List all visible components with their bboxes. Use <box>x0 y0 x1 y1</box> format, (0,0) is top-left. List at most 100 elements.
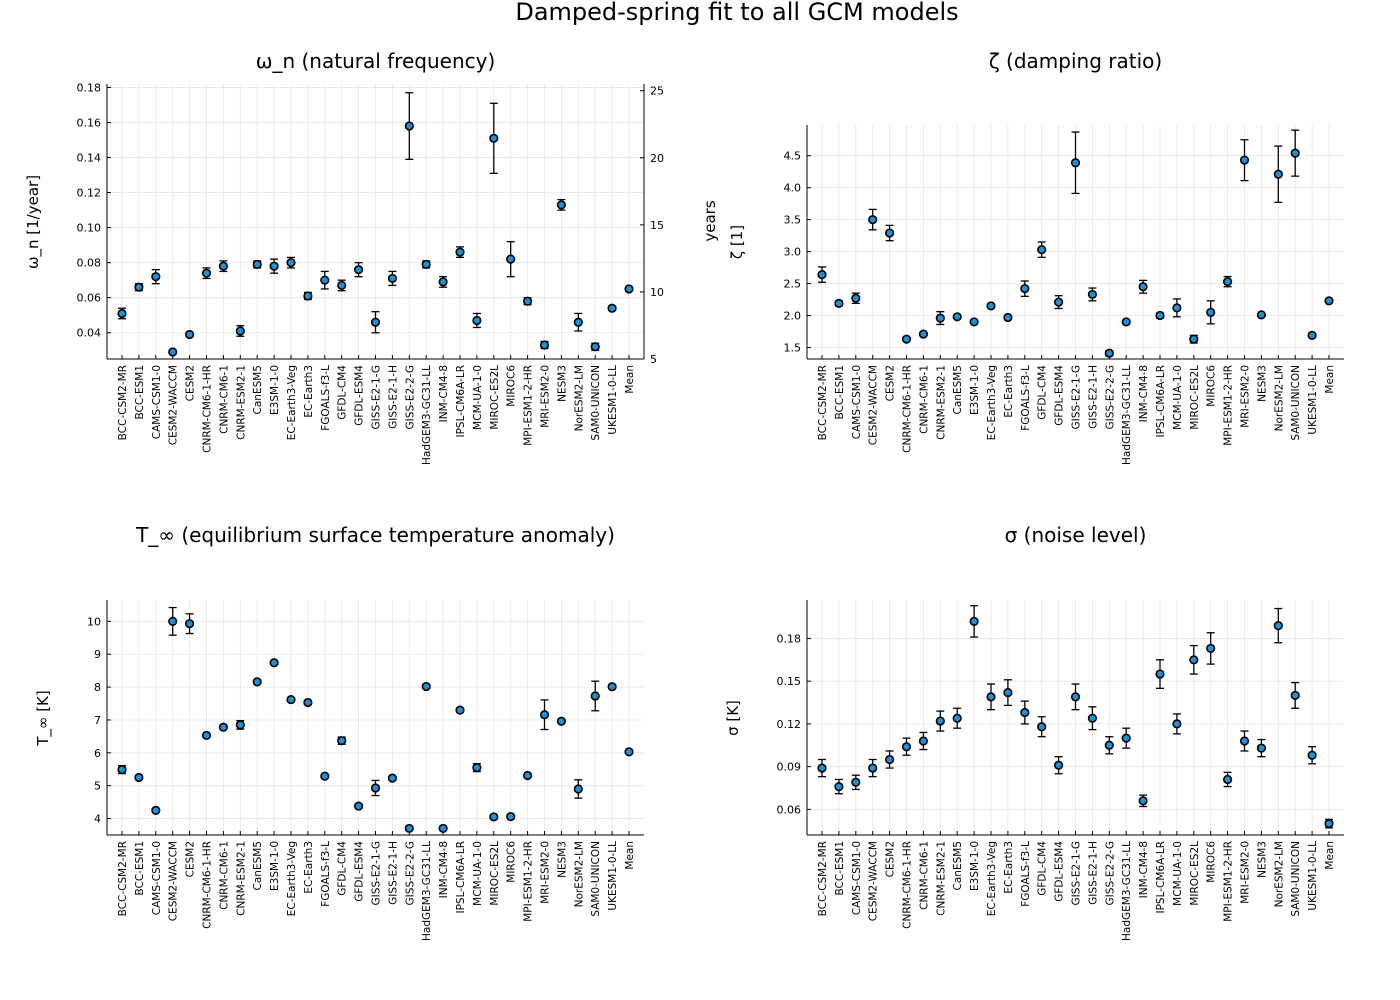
x-tick-label: BCC-ESM1 <box>134 365 146 420</box>
x-tick-label: E3SM-1-0 <box>969 365 981 415</box>
x-tick-label: UKESM1-0-LL <box>1307 365 1319 435</box>
data-point <box>168 616 178 626</box>
x-tick-label: EC-Earth3-Veg <box>286 841 298 916</box>
x-tick-label: BCC-CSM2-MR <box>817 365 829 440</box>
data-point <box>1172 719 1182 729</box>
y-tick-label: 0.04 <box>77 327 102 340</box>
data-point <box>1273 621 1283 631</box>
data-point <box>506 811 516 822</box>
data-point <box>1053 297 1064 307</box>
x-tick-label: CESM2-WACCM <box>868 841 880 921</box>
data-point <box>851 293 861 303</box>
data-point <box>901 334 912 344</box>
data-point <box>387 773 398 783</box>
data-point <box>522 296 533 306</box>
panel-natural-frequency: 0.04 0.06 0.08 0.10 0.12 0.14 0.16 0.18 BCC-CSM2… <box>24 49 719 465</box>
data-point <box>185 329 195 340</box>
data-point <box>218 722 228 732</box>
data-point <box>1104 740 1114 750</box>
x-tick-label: EC-Earth3-Veg <box>986 841 998 916</box>
data-point <box>1290 690 1300 701</box>
x-tick-label: SAM0-UNICON <box>1290 841 1302 917</box>
x-tick-label: IPSL-CM6A-LR <box>1155 365 1167 438</box>
x-tick-label: INM-CM4-8 <box>1138 365 1150 422</box>
x-tick-label: BCC-CSM2-MR <box>117 365 129 440</box>
data-point <box>1189 334 1199 344</box>
x-tick-label: GISS-E2-2-G <box>1104 365 1116 429</box>
data-point <box>438 823 448 834</box>
x-tick-label: MCM-UA-1-0 <box>1172 365 1184 430</box>
data-point <box>472 763 482 773</box>
data-point <box>370 783 381 793</box>
data-point <box>421 259 431 270</box>
x-tick-label: BCC-ESM1 <box>834 365 846 420</box>
data-point <box>884 228 895 238</box>
y-tick-label: 0.18 <box>777 632 802 645</box>
x-tick-label: CNRM-ESM2-1 <box>935 365 947 440</box>
x-tick-label: GISS-E2-2-G <box>1104 841 1116 905</box>
panel-damping-ratio: 1.5 2.0 2.5 3.0 3.5 4.0 4.5 BCC-CSM2-MR BCC-ESM1… <box>728 49 1344 465</box>
data-point <box>455 247 465 257</box>
y-tick-label: 4 <box>94 813 101 826</box>
y-tick-label: 0.14 <box>77 152 102 165</box>
x-tick-label: NorESM2-LM <box>573 841 585 907</box>
data-point <box>969 317 979 327</box>
data-point <box>354 801 364 811</box>
x-tick-label: CNRM-CM6-1-HR <box>902 365 914 453</box>
x-tick-label: CanESM5 <box>952 841 964 890</box>
data-point <box>337 736 347 746</box>
data-point <box>404 823 414 834</box>
data-point <box>1155 669 1165 679</box>
x-tick-label: GISS-E2-1-G <box>371 365 383 429</box>
x-tick-label: GISS-E2-1-H <box>387 365 399 429</box>
data-point <box>1189 655 1199 665</box>
x-tick-label: CanESM5 <box>952 365 964 414</box>
x-tick-label: Mean <box>1324 365 1336 394</box>
x-tick-label: MIROC6 <box>1206 841 1218 883</box>
panel-title: ζ (damping ratio) <box>989 49 1162 73</box>
data-point <box>252 259 262 270</box>
data-point <box>1138 282 1148 292</box>
y-tick-label: 0.16 <box>77 117 102 130</box>
data-point <box>935 716 945 726</box>
x-tick-label: CESM2-WACCM <box>168 841 180 921</box>
data-point <box>1087 289 1097 300</box>
x-tick-label: MPI-ESM1-2-HR <box>523 841 535 922</box>
x-tick-label: HadGEM3-GC31-LL <box>1121 841 1133 941</box>
data-point <box>1053 760 1064 770</box>
x-tick-label: Mean <box>1324 841 1336 870</box>
data-point <box>151 805 161 815</box>
data-point <box>1324 819 1334 829</box>
data-point <box>952 713 962 723</box>
y-tick-label: 6 <box>94 747 101 760</box>
data-point <box>506 254 516 264</box>
y-tick-label: 0.18 <box>77 82 102 95</box>
secondary-y-tick-label: 25 <box>650 85 664 98</box>
x-tick-label: E3SM-1-0 <box>269 841 281 891</box>
x-tick-label: HadGEM3-GC31-LL <box>421 841 433 941</box>
x-tick-label: CESM2 <box>185 365 197 401</box>
y-tick-label: 0.09 <box>777 761 802 774</box>
data-point <box>404 121 414 131</box>
x-tick-label: MIROC6 <box>1206 365 1218 407</box>
data-point <box>151 272 161 282</box>
data-point <box>590 691 600 701</box>
data-point <box>1104 348 1114 358</box>
y-tick-label: 0.06 <box>77 292 102 305</box>
panel-title: T_∞ (equilibrium surface temperature ano… <box>135 523 615 547</box>
x-tick-label: BCC-ESM1 <box>834 841 846 896</box>
x-tick-label: GFDL-ESM4 <box>354 841 366 902</box>
y-tick-label: 4.0 <box>784 182 802 195</box>
x-tick-label: GISS-E2-2-G <box>404 841 416 905</box>
figure-title: Damped-spring fit to all GCM models <box>515 0 958 26</box>
y-tick-label: 10 <box>87 615 101 628</box>
y-tick-label: 3.0 <box>784 246 802 259</box>
data-point <box>320 771 330 781</box>
x-tick-label: MCM-UA-1-0 <box>472 841 484 906</box>
x-tick-label: MRI-ESM2-0 <box>540 841 552 904</box>
x-tick-label: GISS-E2-1-G <box>1071 365 1083 429</box>
x-tick-label: Mean <box>624 841 636 870</box>
x-tick-label: CNRM-ESM2-1 <box>935 841 947 916</box>
y-tick-label: 5 <box>94 780 101 793</box>
data-point <box>901 742 912 752</box>
